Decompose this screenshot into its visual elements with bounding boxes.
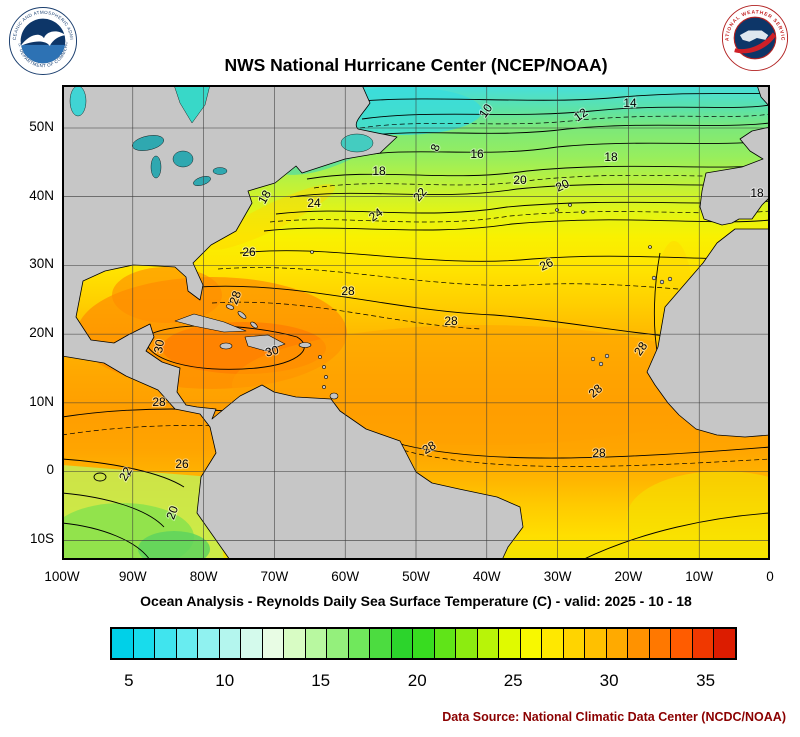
colorbar-cell: [498, 629, 520, 658]
colorbar-cell: [455, 629, 477, 658]
lon-axis-label: 50W: [402, 569, 430, 584]
noaa-sea: [20, 44, 66, 64]
colorbar-tick-label: 30: [599, 671, 619, 690]
contour-label: 30: [264, 343, 281, 360]
colorbar-cell: [541, 629, 563, 658]
colorbar-cell: [132, 629, 155, 658]
colorbar-cell: [197, 629, 219, 658]
contour-label: 14: [623, 96, 637, 110]
lon-axis-label: 20W: [614, 569, 643, 584]
lon-axis-label: 100W: [44, 569, 80, 584]
land-americas: [62, 85, 524, 560]
colorbar-cell: [390, 629, 413, 658]
land-africa: [646, 228, 770, 438]
colorbar-cell: [627, 629, 649, 658]
colorbar-cell: [670, 629, 692, 658]
lon-axis-label: 10W: [685, 569, 714, 584]
lon-axis-label: 40W: [472, 569, 501, 584]
contour-label: 28: [152, 395, 166, 409]
contour-label: 16: [470, 147, 484, 161]
colorbar-cell: [347, 629, 370, 658]
contour-label: 30: [151, 338, 167, 354]
lat-axis-label: 10S: [29, 531, 54, 546]
contour-lines: [62, 92, 770, 560]
contour-label: 18: [604, 150, 618, 164]
contour-label: 18: [750, 186, 764, 200]
colorbar-cell: [519, 629, 542, 658]
noaa-logo: NATIONAL OCEANIC AND ATMOSPHERIC ADMINIS…: [8, 6, 78, 76]
lon-axis-label: 90W: [118, 569, 147, 584]
contour-label: 24: [307, 196, 321, 210]
land: [62, 85, 770, 560]
inland-water: [69, 85, 374, 186]
lat-axis-label: 50N: [29, 119, 54, 134]
map-frame: [62, 85, 770, 560]
colorbar-cell: [648, 629, 671, 658]
land-iberia-france: [699, 126, 770, 226]
lon-axis-label: 70W: [260, 569, 289, 584]
lon-axis-label: 0: [766, 569, 774, 584]
lat-axis-label: 40N: [29, 187, 54, 203]
lat-axis-label: 20N: [29, 325, 54, 340]
colorbar-cell: [562, 629, 585, 658]
contour-label: 28: [341, 284, 355, 298]
contour-label: 28: [226, 289, 244, 307]
colorbar-tick-label: 5: [124, 671, 134, 690]
contour-label: 26: [175, 457, 189, 471]
noaa-gull-icon: [20, 31, 66, 46]
data-source-text: Data Source: National Climatic Data Cent…: [442, 710, 786, 724]
colorbar-cell: [369, 629, 391, 658]
colorbar-tick-label: 25: [503, 671, 523, 690]
colorbar: [110, 627, 737, 660]
colorbar-cell: [154, 629, 176, 658]
lon-axis-label: 60W: [331, 569, 360, 584]
lon-axis-label: 30W: [543, 569, 572, 584]
contour-label: 28: [592, 446, 606, 460]
colorbar-cell: [476, 629, 499, 658]
colorbar-tick-label: 20: [407, 671, 427, 690]
grid-lines: [62, 85, 770, 560]
colorbar-tick-label: 15: [311, 671, 331, 690]
nws-us-map-icon: [739, 30, 769, 42]
colorbar-tick-label: 10: [215, 671, 235, 690]
contour-label: 28: [444, 314, 458, 328]
contour-label: 18: [372, 164, 386, 178]
colorbar-cell: [691, 629, 714, 658]
colorbar-cell: [713, 629, 735, 658]
nws-logo: NATIONAL WEATHER SERVICE: [720, 4, 789, 72]
colorbar-cell: [326, 629, 348, 658]
contour-label: 20: [163, 504, 181, 522]
lat-axis-label: 10N: [29, 393, 54, 409]
colorbar-cell: [218, 629, 241, 658]
colorbar-cell: [261, 629, 284, 658]
colorbar-tick-label: 35: [696, 671, 716, 690]
contour-label: 26: [242, 245, 256, 259]
colorbar-cell: [240, 629, 262, 658]
colorbar-cell: [605, 629, 628, 658]
lon-axis-label: 80W: [189, 569, 218, 584]
nws-swoosh-icon: [734, 32, 776, 54]
lat-axis-label: 0: [46, 462, 54, 478]
land-uk: [756, 85, 770, 108]
colorbar-cell: [433, 629, 456, 658]
contour-label: 20: [513, 173, 527, 187]
colorbar-cell: [584, 629, 606, 658]
colorbar-cell: [175, 629, 198, 658]
page-title: NWS National Hurricane Center (NCEP/NOAA…: [224, 55, 608, 75]
colorbar-cell: [412, 629, 434, 658]
colorbar-cell: [304, 629, 327, 658]
caption: Ocean Analysis - Reynolds Daily Sea Surf…: [140, 593, 692, 609]
islands: [127, 203, 673, 477]
colorbar-cell: [283, 629, 305, 658]
colorbar-cell: [112, 629, 133, 658]
lat-axis-label: 30N: [29, 256, 54, 272]
